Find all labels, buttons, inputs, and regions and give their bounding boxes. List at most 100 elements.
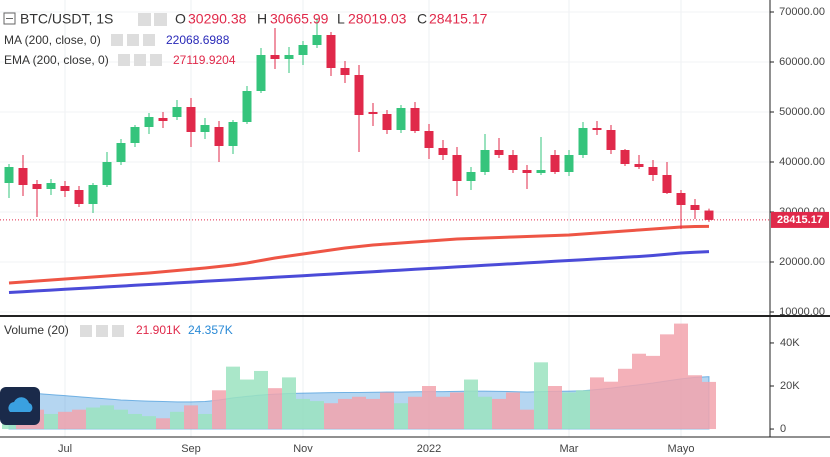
candle-body xyxy=(186,107,196,132)
grid xyxy=(0,0,770,437)
candle-body xyxy=(508,155,518,170)
ma-value: 22068.6988 xyxy=(166,33,230,47)
volume-bar xyxy=(464,379,478,430)
volume-bar xyxy=(212,390,226,430)
x-tick-label: Mar xyxy=(560,443,579,455)
volume-bar xyxy=(86,407,100,430)
open-label: O xyxy=(175,11,186,27)
candle-body xyxy=(298,45,308,55)
low-label: L xyxy=(337,11,345,27)
x-tick-label: Mayo xyxy=(668,443,695,455)
candle-body xyxy=(620,150,630,164)
volume-bar xyxy=(380,392,394,430)
x-tick-label: 2022 xyxy=(417,443,441,455)
candle-body xyxy=(32,184,42,189)
volume-bar xyxy=(492,398,506,430)
volume-bar xyxy=(646,355,660,430)
volume-bar xyxy=(296,398,310,430)
volume-bar xyxy=(366,398,380,430)
candle-body xyxy=(382,114,392,130)
candle-body xyxy=(242,91,252,122)
legend-icons[interactable] xyxy=(138,13,167,26)
y-tick-label: 40000.00 xyxy=(779,156,825,168)
volume-bar xyxy=(422,386,436,430)
candle-body xyxy=(200,125,210,132)
candle-body xyxy=(522,170,532,173)
ema-name: EMA (200, close, 0) xyxy=(4,53,109,67)
candle-body xyxy=(130,127,140,143)
volume-bar xyxy=(44,413,58,430)
candle-body xyxy=(4,167,14,183)
last-price-tag xyxy=(771,211,829,228)
volume-bar xyxy=(478,396,492,430)
app-button[interactable] xyxy=(0,387,40,425)
y-tick-label: 10000.00 xyxy=(779,306,825,318)
volume-bar xyxy=(310,401,324,430)
volume-bar xyxy=(254,370,268,430)
volume-bar xyxy=(520,409,534,430)
low-value: 28019.03 xyxy=(348,11,407,27)
candle-body xyxy=(634,164,644,167)
volume-bar xyxy=(226,366,240,430)
close-label: C xyxy=(417,11,427,27)
candle-body xyxy=(480,150,490,172)
candle-body xyxy=(256,55,266,91)
candle-body xyxy=(312,35,322,45)
close-value: 28415.17 xyxy=(429,11,488,27)
volume-bar xyxy=(184,405,198,430)
volume-bar xyxy=(72,409,86,430)
candle-body xyxy=(466,172,476,181)
volume-bar xyxy=(352,396,366,430)
volume-bar xyxy=(100,405,114,430)
candle-body xyxy=(578,128,588,155)
candle-body xyxy=(214,127,224,146)
candle-body xyxy=(396,108,406,130)
last-price-label: 28415.17 xyxy=(777,214,823,226)
ema-icons[interactable] xyxy=(118,54,162,66)
high-label: H xyxy=(257,11,267,27)
candle-body xyxy=(452,155,462,181)
y-tick-label: 20000.00 xyxy=(779,256,825,268)
candle-body xyxy=(606,130,616,150)
volume-bar xyxy=(702,381,716,430)
candle-body xyxy=(704,210,714,220)
candle-body xyxy=(326,35,336,68)
candle-body xyxy=(88,185,98,204)
x-tick-label: Sep xyxy=(181,443,201,455)
volume-ma-value: 24.357K xyxy=(188,323,233,337)
candle-body xyxy=(144,117,154,127)
y-tick-label: 60000.00 xyxy=(779,56,825,68)
volume-bar xyxy=(604,381,618,430)
volume-bar xyxy=(324,403,338,430)
candle-body xyxy=(438,148,448,155)
volume-name: Volume (20) xyxy=(4,323,69,337)
ema-value: 27119.9204 xyxy=(173,53,236,67)
collapse-icon[interactable] xyxy=(3,12,16,25)
candle-body xyxy=(354,75,364,115)
candle-body xyxy=(662,175,672,193)
candle-body xyxy=(60,186,70,191)
plot xyxy=(0,18,770,430)
candle-body xyxy=(46,183,56,189)
candle-body xyxy=(676,193,686,205)
volume-bar xyxy=(408,396,422,430)
volume-bar xyxy=(618,368,632,430)
candle-body xyxy=(270,55,280,59)
indicator-line xyxy=(8,224,710,285)
indicator-line xyxy=(8,250,710,294)
candle-body xyxy=(102,162,112,185)
candle-body xyxy=(536,170,546,173)
volume-icons[interactable] xyxy=(80,325,124,337)
volume-bar xyxy=(562,392,576,430)
volume-bar xyxy=(688,375,702,430)
symbol-title: BTC/USDT, 1S xyxy=(20,11,113,27)
volume-tick-label: 40K xyxy=(780,337,800,349)
candle-body xyxy=(564,155,574,172)
ma-icons[interactable] xyxy=(111,34,155,46)
volume-bar xyxy=(548,386,562,430)
volume-bar xyxy=(268,388,282,430)
volume-bar xyxy=(240,379,254,430)
candle-body xyxy=(648,167,658,175)
candle-body xyxy=(410,108,420,131)
